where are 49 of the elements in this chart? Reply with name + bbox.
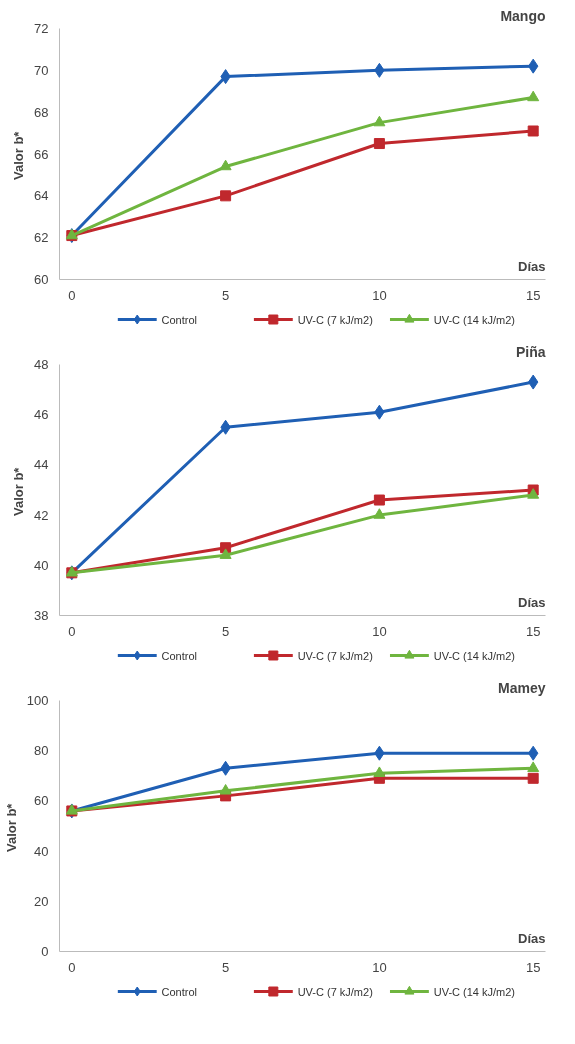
chart-title: Mango — [500, 7, 546, 24]
legend-label: UV-C (7 kJ/m2) — [297, 985, 373, 998]
legend-label: UV-C (14 kJ/m2) — [433, 985, 516, 998]
legend-label: Control — [161, 649, 198, 662]
x-tick-label: 10 — [372, 959, 387, 975]
x-tick-label: 15 — [525, 623, 541, 639]
y-tick-label: 66 — [34, 146, 49, 162]
y-tick-label: 68 — [34, 104, 49, 120]
legend-label: UV-C (7 kJ/m2) — [297, 649, 373, 662]
y-axis-title: Valor b* — [11, 130, 27, 181]
y-tick-label: 38 — [34, 608, 49, 623]
y-tick-label: 80 — [34, 743, 49, 759]
x-tick-label: 5 — [221, 623, 230, 639]
y-tick-label: 40 — [34, 843, 49, 859]
y-tick-label: 70 — [34, 62, 49, 78]
y-tick-label: 60 — [34, 272, 49, 287]
y-tick-label: 40 — [34, 557, 49, 573]
x-tick-label: 5 — [221, 959, 230, 975]
chart-title: Mamey — [498, 679, 546, 696]
y-tick-label: 42 — [34, 507, 49, 523]
x-tick-label: 10 — [372, 287, 387, 303]
y-tick-label: 72 — [34, 21, 49, 36]
y-tick-label: 60 — [34, 793, 49, 809]
x-tick-label: 0 — [68, 287, 76, 303]
y-tick-label: 20 — [34, 893, 49, 909]
y-tick-label: 64 — [34, 188, 49, 204]
chart-title: Piña — [515, 343, 546, 360]
x-axis-title: Días — [518, 258, 546, 274]
y-tick-label: 46 — [34, 407, 49, 423]
x-tick-label: 10 — [372, 623, 387, 639]
x-tick-label: 5 — [221, 287, 230, 303]
y-axis-title: Valor b* — [3, 802, 19, 853]
x-tick-label: 0 — [68, 959, 76, 975]
y-tick-label: 0 — [41, 944, 49, 959]
y-tick-label: 48 — [34, 357, 49, 372]
x-tick-label: 15 — [525, 959, 541, 975]
y-axis-title: Valor b* — [11, 466, 27, 517]
legend-label: Control — [161, 985, 198, 998]
x-tick-label: 0 — [68, 623, 76, 639]
legend-label: UV-C (14 kJ/m2) — [433, 649, 516, 662]
y-tick-label: 100 — [26, 693, 49, 708]
x-axis-title: Días — [518, 930, 546, 946]
y-tick-label: 62 — [34, 230, 49, 246]
legend-label: UV-C (7 kJ/m2) — [297, 313, 373, 326]
legend-label: Control — [161, 313, 198, 326]
x-tick-label: 15 — [525, 287, 541, 303]
y-tick-label: 44 — [34, 457, 49, 473]
x-axis-title: Días — [518, 594, 546, 610]
legend-label: UV-C (14 kJ/m2) — [433, 313, 516, 326]
